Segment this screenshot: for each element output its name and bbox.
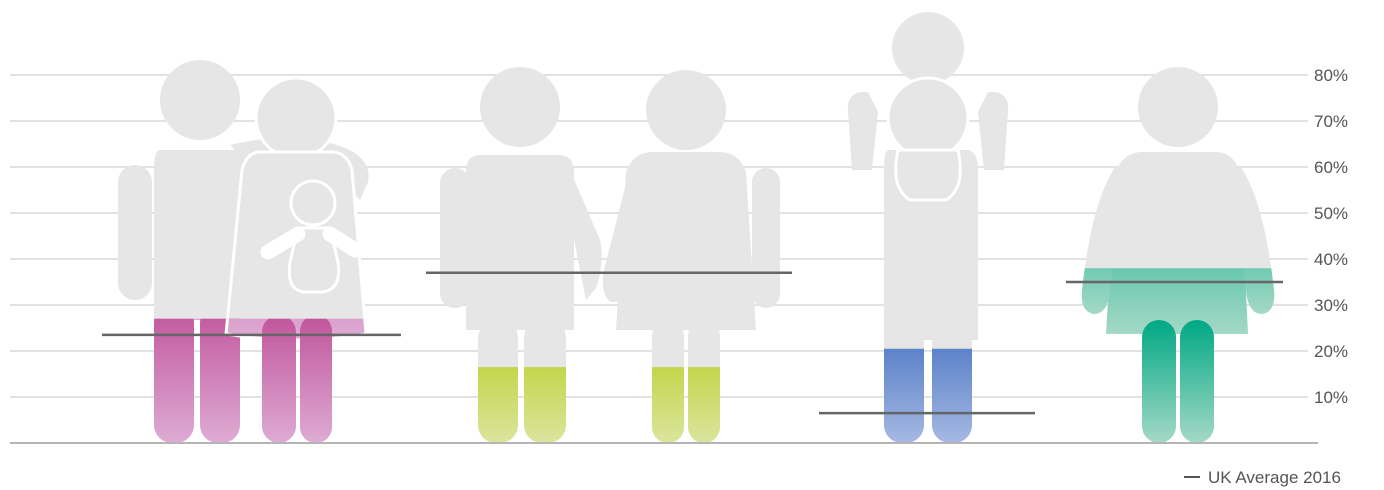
y-tick-label: 10%: [1314, 388, 1348, 407]
legend-label: UK Average 2016: [1208, 468, 1341, 487]
figure-fill: [884, 348, 972, 443]
figure-fill: [478, 367, 720, 443]
y-tick-label: 30%: [1314, 296, 1348, 315]
y-tick-label: 80%: [1314, 66, 1348, 85]
couple-icon: [440, 67, 780, 443]
y-axis-ticks: 10% 20% 30% 40% 50% 60% 70% 80%: [1314, 66, 1348, 407]
figure-shape: [440, 67, 780, 443]
figure-shape: [847, 12, 1009, 443]
y-tick-label: 20%: [1314, 342, 1348, 361]
y-tick-label: 40%: [1314, 250, 1348, 269]
parent-with-child-icon: [847, 12, 1009, 443]
figure-fill: [1081, 268, 1275, 443]
figure-shape: [1081, 67, 1275, 443]
legend: UK Average 2016: [1184, 468, 1341, 487]
y-tick-label: 60%: [1314, 158, 1348, 177]
woman-icon: [1081, 67, 1275, 443]
y-tick-label: 50%: [1314, 204, 1348, 223]
y-tick-label: 70%: [1314, 112, 1348, 131]
figure-fill: [154, 318, 368, 443]
couple-with-baby-icon: [118, 60, 369, 443]
